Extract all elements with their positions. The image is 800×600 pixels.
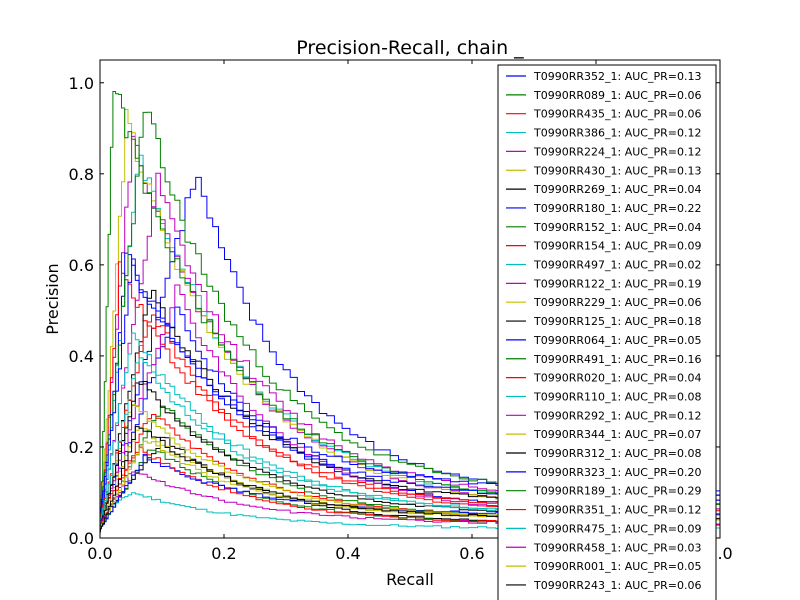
y-tick-label: 0.4: [69, 347, 94, 366]
x-tick-label: 0.4: [335, 544, 360, 563]
x-tick-label: 0.6: [459, 544, 484, 563]
legend-entry: T0990RR344_1: AUC_PR=0.07: [533, 428, 701, 441]
legend-entry: T0990RR352_1: AUC_PR=0.13: [533, 70, 701, 83]
x-tick-label: 0.2: [211, 544, 236, 563]
legend-entry: T0990RR292_1: AUC_PR=0.12: [533, 409, 701, 422]
ticks-layer: 0.00.20.40.60.81.00.00.20.40.60.81.0: [69, 60, 733, 563]
legend-entry: T0990RR089_1: AUC_PR=0.06: [533, 89, 701, 102]
legend-entry: T0990RR497_1: AUC_PR=0.02: [533, 259, 701, 272]
legend-entry: T0990RR323_1: AUC_PR=0.20: [533, 466, 701, 479]
legend-entry: T0990RR351_1: AUC_PR=0.12: [533, 504, 701, 517]
y-tick-label: 0.6: [69, 256, 94, 275]
y-tick-label: 0.8: [69, 165, 94, 184]
legend-entry: T0990RR001_1: AUC_PR=0.05: [533, 560, 701, 573]
legend-entry: T0990RR180_1: AUC_PR=0.22: [533, 202, 701, 215]
legend-entry: T0990RR020_1: AUC_PR=0.04: [533, 372, 701, 385]
legend-entry: T0990RR064_1: AUC_PR=0.05: [533, 334, 701, 347]
legend-entry: T0990RR229_1: AUC_PR=0.06: [533, 296, 701, 309]
legend-entry: T0990RR154_1: AUC_PR=0.09: [533, 240, 701, 253]
legend-entry: T0990RR110_1: AUC_PR=0.08: [533, 390, 701, 403]
legend-entry: T0990RR458_1: AUC_PR=0.03: [533, 541, 701, 554]
legend-entry: T0990RR189_1: AUC_PR=0.29: [533, 485, 701, 498]
legend-entry: T0990RR224_1: AUC_PR=0.12: [533, 145, 701, 158]
y-tick-label: 1.0: [69, 74, 94, 93]
y-tick-label: 0.2: [69, 438, 94, 457]
y-axis-label: Precision: [43, 263, 62, 334]
legend-entry: T0990RR386_1: AUC_PR=0.12: [533, 127, 701, 140]
legend-entry: T0990RR122_1: AUC_PR=0.19: [533, 277, 701, 290]
legend-entry: T0990RR243_1: AUC_PR=0.06: [533, 579, 701, 592]
legend-entry: T0990RR491_1: AUC_PR=0.16: [533, 353, 701, 366]
plot-frame: [99, 59, 721, 539]
legend: T0990RR352_1: AUC_PR=0.13 T0990RR089_1: A…: [497, 64, 717, 600]
legend-entry: T0990RR125_1: AUC_PR=0.18: [533, 315, 701, 328]
legend-entry: T0990RR475_1: AUC_PR=0.09: [533, 522, 701, 535]
legend-entry: T0990RR312_1: AUC_PR=0.08: [533, 447, 701, 460]
legend-entry: T0990RR430_1: AUC_PR=0.13: [533, 164, 701, 177]
legend-box: [497, 64, 717, 600]
legend-entry: T0990RR152_1: AUC_PR=0.04: [533, 221, 701, 234]
legend-entry: T0990RR269_1: AUC_PR=0.04: [533, 183, 701, 196]
x-axis-label: Recall: [386, 570, 434, 589]
x-tick-label: 0.0: [87, 544, 112, 563]
y-tick-label: 0.0: [69, 529, 94, 548]
chart-title: Precision-Recall, chain _: [296, 37, 524, 59]
legend-entry: T0990RR033_1: AUC_PR=0.20: [533, 598, 701, 600]
legend-entry: T0990RR435_1: AUC_PR=0.06: [533, 108, 701, 121]
